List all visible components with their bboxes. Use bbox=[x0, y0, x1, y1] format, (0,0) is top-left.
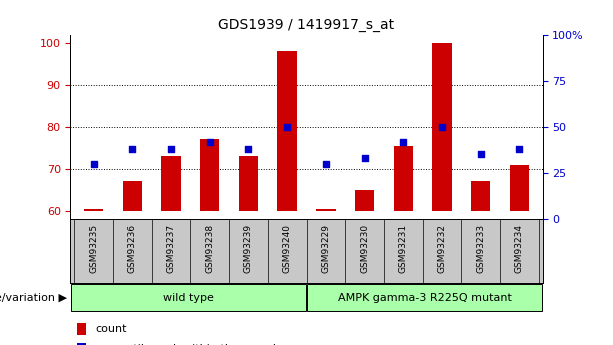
Point bbox=[282, 124, 292, 129]
Bar bbox=[509, 165, 529, 211]
Bar bbox=[355, 190, 374, 211]
FancyBboxPatch shape bbox=[71, 284, 306, 311]
Text: GSM93238: GSM93238 bbox=[205, 224, 215, 273]
Point bbox=[514, 146, 524, 152]
Point bbox=[360, 155, 370, 161]
Text: GSM93231: GSM93231 bbox=[398, 224, 408, 273]
Point bbox=[437, 124, 447, 129]
Bar bbox=[77, 343, 86, 345]
Point bbox=[205, 139, 215, 144]
Text: GSM93237: GSM93237 bbox=[167, 224, 175, 273]
Bar bbox=[471, 181, 490, 211]
Bar bbox=[432, 43, 452, 211]
Point bbox=[89, 161, 99, 166]
Bar bbox=[239, 156, 258, 211]
Title: GDS1939 / 1419917_s_at: GDS1939 / 1419917_s_at bbox=[218, 18, 395, 32]
Bar bbox=[77, 323, 86, 335]
Text: AMPK gamma-3 R225Q mutant: AMPK gamma-3 R225Q mutant bbox=[338, 293, 511, 303]
Text: count: count bbox=[95, 324, 126, 334]
Point bbox=[166, 146, 176, 152]
Bar bbox=[161, 156, 181, 211]
Text: GSM93240: GSM93240 bbox=[283, 224, 292, 273]
Point bbox=[321, 161, 331, 166]
Point bbox=[243, 146, 253, 152]
Text: percentile rank within the sample: percentile rank within the sample bbox=[95, 344, 283, 345]
Text: GSM93230: GSM93230 bbox=[360, 224, 369, 273]
Text: GSM93233: GSM93233 bbox=[476, 224, 485, 273]
Point bbox=[128, 146, 137, 152]
Text: GSM93229: GSM93229 bbox=[321, 224, 330, 273]
Text: GSM93232: GSM93232 bbox=[438, 224, 446, 273]
Text: genotype/variation ▶: genotype/variation ▶ bbox=[0, 293, 67, 303]
FancyBboxPatch shape bbox=[307, 284, 542, 311]
Text: GSM93236: GSM93236 bbox=[128, 224, 137, 273]
Point bbox=[398, 139, 408, 144]
Text: GSM93234: GSM93234 bbox=[515, 224, 524, 273]
Bar bbox=[278, 51, 297, 211]
Point bbox=[476, 152, 485, 157]
Bar bbox=[84, 209, 104, 211]
Bar bbox=[200, 139, 219, 211]
Bar bbox=[394, 146, 413, 211]
Text: GSM93235: GSM93235 bbox=[89, 224, 98, 273]
Bar bbox=[123, 181, 142, 211]
Text: wild type: wild type bbox=[163, 293, 214, 303]
Text: GSM93239: GSM93239 bbox=[244, 224, 253, 273]
Bar bbox=[316, 209, 335, 211]
